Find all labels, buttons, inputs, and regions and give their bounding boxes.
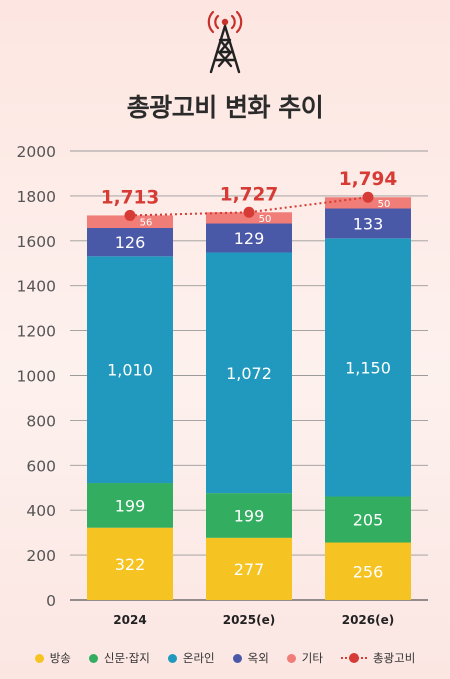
y-tick-label: 1800 [17, 188, 56, 206]
legend-label: 총광고비 [372, 651, 416, 665]
legend-item: 옥외 [232, 650, 269, 666]
legend-line-marker [340, 653, 367, 663]
bar-value-label: 129 [234, 229, 265, 248]
legend-item: 방송 [34, 650, 71, 666]
x-tick-label: 2025(e) [223, 613, 276, 627]
bar-value-label: 322 [115, 555, 146, 574]
y-tick-label: 400 [26, 502, 56, 520]
y-tick-label: 600 [26, 457, 56, 475]
bar-value-label: 50 [259, 214, 272, 225]
legend-swatch [232, 653, 242, 663]
y-tick-label: 1600 [17, 233, 56, 251]
bar-value-label: 56 [140, 218, 153, 229]
bar-segment [325, 197, 411, 209]
x-tick-label: 2024 [113, 613, 146, 627]
x-tick-label: 2026(e) [342, 613, 395, 627]
legend-label: 신문·잡지 [103, 651, 150, 665]
bar-segment [325, 496, 411, 543]
bar-value-label: 1,072 [226, 364, 272, 383]
y-tick-label: 2000 [17, 143, 56, 161]
bar-segment [87, 228, 173, 257]
y-tick-label: 800 [26, 412, 56, 430]
bar-segment [206, 212, 292, 224]
bar-value-label: 126 [115, 233, 146, 252]
legend-item: 기타 [286, 650, 323, 666]
total-point [362, 191, 374, 203]
legend-swatch [167, 653, 177, 663]
legend-item: 총광고비 [340, 650, 416, 666]
bar-segment [206, 537, 292, 600]
radio-tower-icon [207, 10, 243, 74]
bar-segment [206, 252, 292, 494]
bar-value-label: 199 [115, 496, 146, 515]
stacked-bar-chart: 0 200 400 600 800 1000 1200 1400 1600 1800 2000 322… [17, 143, 428, 627]
total-point [243, 206, 255, 218]
bar-segment [87, 527, 173, 600]
legend-swatch [34, 653, 44, 663]
y-tick-label: 0 [46, 592, 56, 610]
bar-value-label: 1,010 [107, 361, 153, 380]
bar-value-label: 205 [353, 511, 384, 530]
bar-value-label: 277 [234, 560, 265, 579]
bar-segment [87, 256, 173, 484]
total-value-label: 1,713 [101, 187, 160, 208]
bar-segment [325, 542, 411, 600]
legend-swatch [88, 653, 98, 663]
y-tick-label: 1000 [17, 368, 56, 386]
legend-item: 온라인 [167, 650, 215, 666]
bar-segment [87, 215, 173, 229]
bar-segment [206, 223, 292, 253]
y-tick-label: 1400 [17, 278, 56, 296]
legend-label: 기타 [301, 651, 323, 665]
bar-value-label: 256 [353, 562, 384, 581]
bar-value-label: 50 [378, 199, 391, 210]
y-tick-label: 200 [26, 547, 56, 565]
bar-segment [325, 208, 411, 239]
legend-label: 온라인 [182, 651, 215, 665]
y-tick-label: 1200 [17, 323, 56, 341]
legend-swatch [286, 653, 296, 663]
total-point [124, 209, 136, 221]
bar-segment [87, 483, 173, 528]
bar-segment [325, 238, 411, 497]
legend-item: 신문·잡지 [88, 650, 150, 666]
bar-value-label: 199 [234, 506, 265, 525]
chart-title: 총광고비 변화 추이 [126, 93, 324, 122]
bar-segment [206, 493, 292, 538]
legend-label: 옥외 [247, 651, 269, 665]
total-value-label: 1,794 [339, 169, 398, 190]
bar-value-label: 1,150 [345, 358, 391, 377]
chart-legend: 방송 신문·잡지 온라인 옥외 기타 총광고비 [0, 648, 450, 668]
total-value-label: 1,727 [220, 184, 279, 205]
bar-value-label: 133 [353, 214, 384, 233]
legend-label: 방송 [49, 651, 71, 665]
